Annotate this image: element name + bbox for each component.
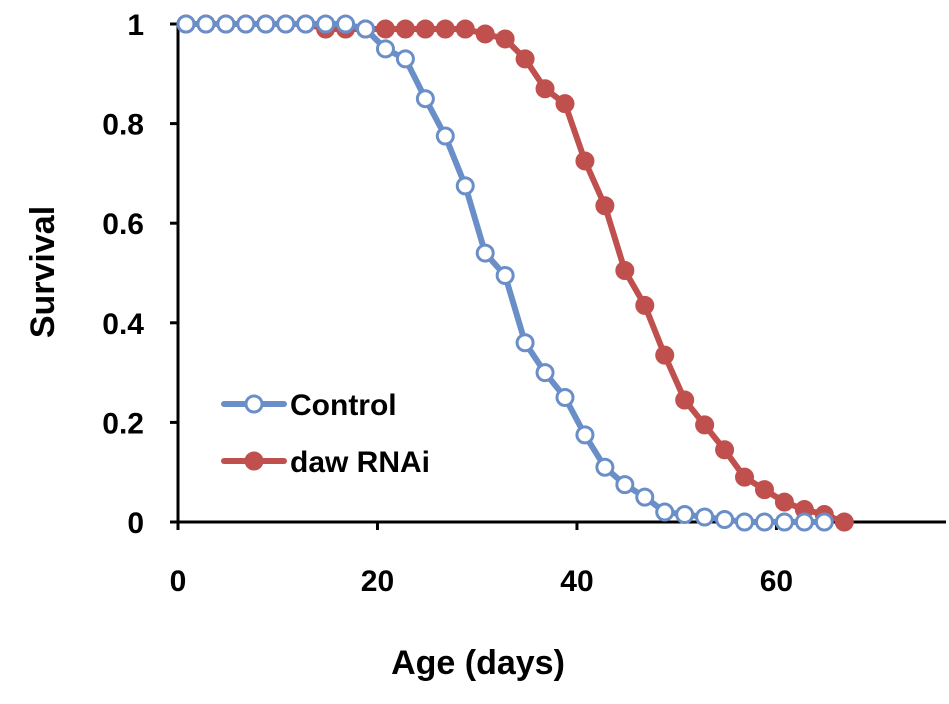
data-point-control — [754, 512, 774, 532]
data-point-daw-rnai — [635, 295, 655, 315]
data-point-daw-rnai — [555, 94, 575, 114]
series-layer — [176, 14, 854, 532]
legend-swatch-marker — [244, 394, 264, 414]
data-point-control — [296, 14, 316, 34]
data-point-control — [196, 14, 216, 34]
data-point-daw-rnai — [475, 24, 495, 44]
y-tick-label: 0.4 — [102, 308, 144, 341]
data-point-daw-rnai — [415, 19, 435, 39]
data-point-control — [814, 512, 834, 532]
y-tick-label: 1 — [127, 9, 144, 42]
data-point-daw-rnai — [595, 196, 615, 216]
x-tick-label: 20 — [361, 565, 394, 598]
data-point-control — [495, 265, 515, 285]
x-tick-label: 0 — [170, 565, 187, 598]
y-tick-label: 0.8 — [102, 109, 144, 142]
y-tick-label: 0.6 — [102, 208, 144, 241]
series-daw-rnai — [176, 14, 854, 532]
data-point-daw-rnai — [435, 19, 455, 39]
data-point-daw-rnai — [695, 415, 715, 435]
y-tick-label: 0.2 — [102, 407, 144, 440]
data-point-control — [575, 425, 595, 445]
data-point-control — [415, 89, 435, 109]
data-point-control — [455, 176, 475, 196]
series-line-daw-rnai — [183, 21, 848, 525]
data-point-daw-rnai — [575, 151, 595, 171]
data-point-control — [176, 14, 196, 34]
data-point-control — [515, 333, 535, 353]
data-point-control — [375, 39, 395, 59]
data-point-control — [675, 505, 695, 525]
data-point-daw-rnai — [375, 19, 395, 39]
data-point-control — [735, 512, 755, 532]
x-axis-title: Age (days) — [391, 644, 565, 682]
data-point-daw-rnai — [535, 79, 555, 99]
y-tick-label: 0 — [127, 507, 144, 540]
data-point-control — [256, 14, 276, 34]
data-point-control — [615, 475, 635, 495]
tick-group: 0 0.2 0.4 0.6 0.8 1 0 20 40 60 — [102, 9, 793, 598]
data-point-daw-rnai — [455, 19, 475, 39]
data-point-control — [316, 14, 336, 34]
data-point-daw-rnai — [774, 492, 794, 512]
data-point-daw-rnai — [395, 19, 415, 39]
data-point-control — [216, 14, 236, 34]
series-control — [176, 14, 834, 532]
legend-item-daw-rnai: daw RNAi — [221, 446, 430, 479]
data-point-control — [715, 510, 735, 530]
data-point-daw-rnai — [675, 390, 695, 410]
data-point-control — [635, 487, 655, 507]
data-point-control — [555, 388, 575, 407]
data-point-control — [435, 126, 455, 146]
data-point-control — [595, 457, 615, 477]
data-point-daw-rnai — [735, 467, 755, 487]
data-point-control — [276, 14, 296, 34]
legend-label: Control — [290, 389, 397, 422]
legend: Control daw RNAi — [221, 389, 430, 479]
data-point-control — [695, 507, 715, 527]
legend-swatch-marker — [244, 451, 264, 471]
data-point-control — [794, 512, 814, 532]
data-point-daw-rnai — [655, 345, 675, 365]
data-point-daw-rnai — [515, 49, 535, 69]
data-point-control — [236, 14, 256, 34]
data-point-control — [655, 502, 675, 522]
y-axis-title: Survival — [24, 206, 62, 338]
data-point-control — [395, 49, 415, 69]
x-tick-label: 60 — [760, 565, 793, 598]
data-point-daw-rnai — [495, 29, 515, 49]
data-point-daw-rnai — [754, 480, 774, 500]
x-tick-label: 40 — [560, 565, 593, 598]
data-point-control — [475, 243, 495, 263]
data-point-control — [535, 363, 555, 383]
data-point-control — [774, 512, 794, 532]
legend-item-control: Control — [221, 389, 397, 422]
data-point-control — [356, 19, 376, 39]
data-point-daw-rnai — [615, 261, 635, 281]
data-point-daw-rnai — [834, 512, 854, 532]
data-point-daw-rnai — [715, 440, 735, 460]
data-point-control — [336, 14, 356, 34]
legend-label: daw RNAi — [290, 446, 430, 479]
